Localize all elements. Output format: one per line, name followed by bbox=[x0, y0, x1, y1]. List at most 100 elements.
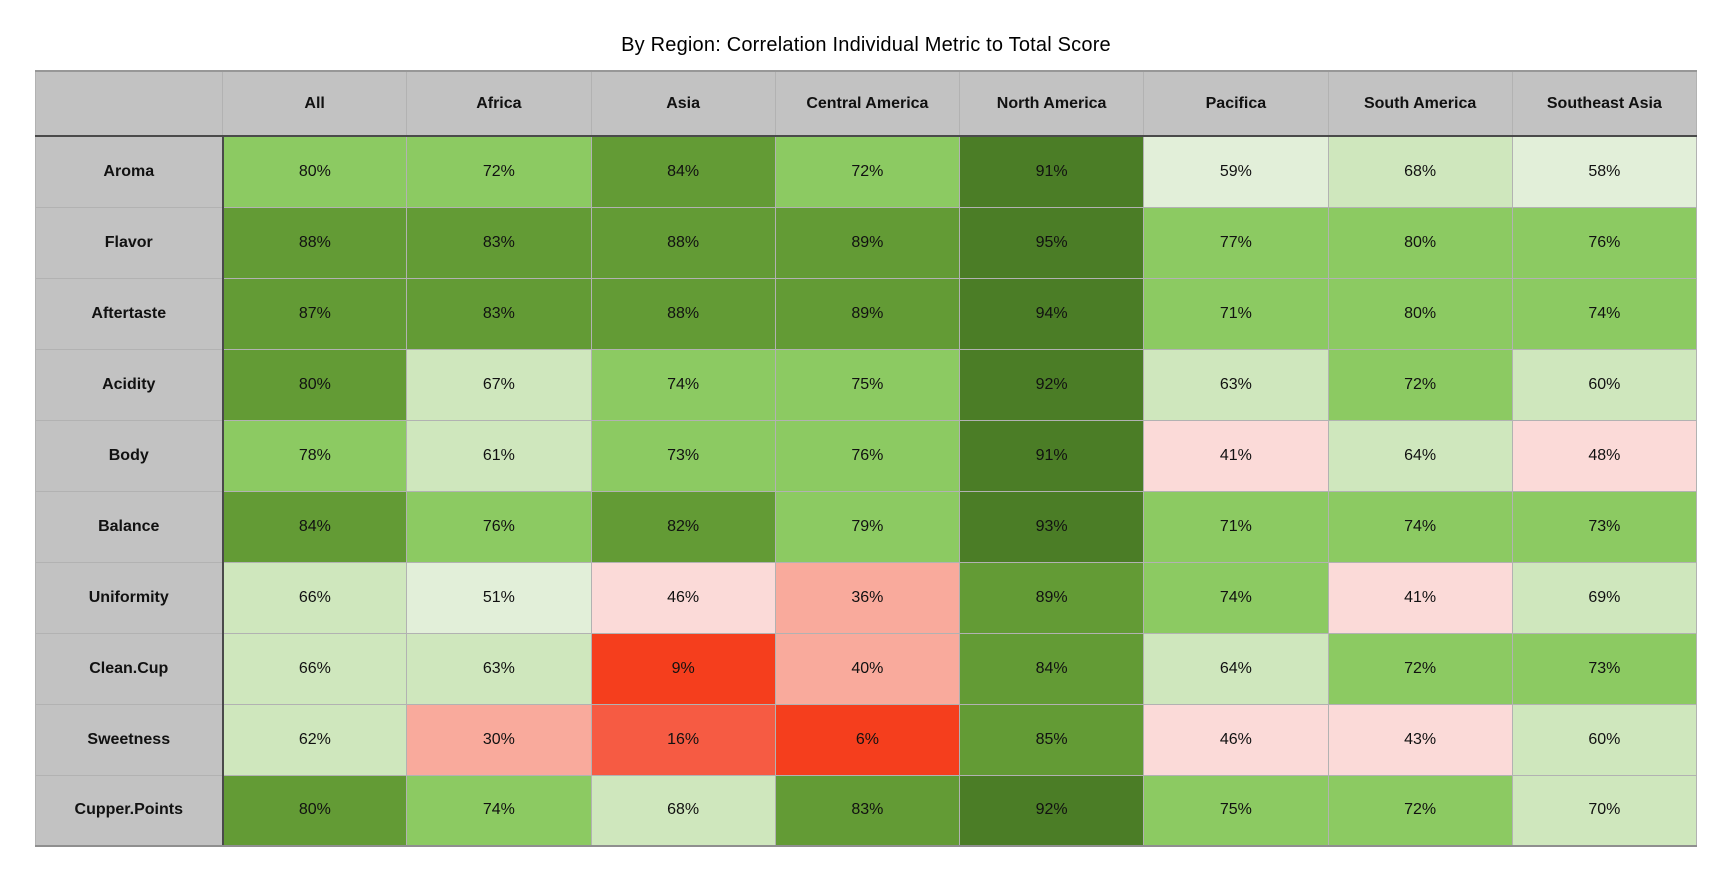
heatmap-cell: 87% bbox=[221, 277, 408, 350]
table-row: Sweetness 62% 30% 16% 6% 85% 46% 43% 60% bbox=[35, 703, 1698, 776]
table-row: Flavor 88% 83% 88% 89% 95% 77% 80% 76% bbox=[35, 206, 1698, 279]
heatmap-cell: 48% bbox=[1511, 419, 1698, 492]
heatmap-cell: 72% bbox=[406, 135, 592, 208]
row-label: Aroma bbox=[35, 135, 224, 208]
heatmap-cell: 88% bbox=[590, 277, 776, 350]
table-row: Balance 84% 76% 82% 79% 93% 71% 74% 73% bbox=[35, 490, 1698, 563]
heatmap-cell: 6% bbox=[774, 703, 961, 776]
heatmap-cell: 46% bbox=[1143, 703, 1329, 776]
table-row: Clean.Cup 66% 63% 9% 40% 84% 64% 72% 73% bbox=[35, 632, 1698, 705]
heatmap-cell: 60% bbox=[1511, 703, 1698, 776]
column-header: North America bbox=[958, 70, 1145, 137]
heatmap-cell: 85% bbox=[958, 703, 1145, 776]
heatmap-cell: 82% bbox=[590, 490, 776, 563]
heatmap-cell: 71% bbox=[1143, 490, 1329, 563]
heatmap-cell: 40% bbox=[774, 632, 961, 705]
heatmap-cell: 75% bbox=[774, 348, 961, 421]
heatmap-cell: 77% bbox=[1143, 206, 1329, 279]
row-label: Uniformity bbox=[35, 561, 224, 634]
table-row: Aroma 80% 72% 84% 72% 91% 59% 68% 58% bbox=[35, 135, 1698, 208]
heatmap-cell: 79% bbox=[774, 490, 961, 563]
heatmap-cell: 89% bbox=[774, 206, 961, 279]
heatmap-cell: 66% bbox=[221, 561, 408, 634]
heatmap-cell: 66% bbox=[221, 632, 408, 705]
heatmap-cell: 76% bbox=[774, 419, 961, 492]
heatmap-cell: 88% bbox=[590, 206, 776, 279]
heatmap-cell: 94% bbox=[958, 277, 1145, 350]
table-header: All Africa Asia Central America North Americ… bbox=[35, 70, 1698, 137]
heatmap-cell: 74% bbox=[406, 774, 592, 847]
heatmap-cell: 9% bbox=[590, 632, 776, 705]
heatmap-cell: 69% bbox=[1511, 561, 1698, 634]
heatmap-cell: 36% bbox=[774, 561, 961, 634]
column-header: Pacifica bbox=[1143, 70, 1329, 137]
column-header: All bbox=[221, 70, 408, 137]
heatmap-cell: 72% bbox=[774, 135, 961, 208]
header-row: All Africa Asia Central America North Americ… bbox=[35, 70, 1698, 137]
heatmap-cell: 84% bbox=[590, 135, 776, 208]
heatmap-cell: 74% bbox=[590, 348, 776, 421]
heatmap-cell: 63% bbox=[406, 632, 592, 705]
heatmap-cell: 30% bbox=[406, 703, 592, 776]
table-row: Uniformity 66% 51% 46% 36% 89% 74% 41% 69% bbox=[35, 561, 1698, 634]
heatmap-cell: 75% bbox=[1143, 774, 1329, 847]
heatmap-cell: 83% bbox=[406, 277, 592, 350]
heatmap-cell: 46% bbox=[590, 561, 776, 634]
heatmap-cell: 64% bbox=[1327, 419, 1513, 492]
heatmap-cell: 83% bbox=[774, 774, 961, 847]
heatmap-cell: 61% bbox=[406, 419, 592, 492]
heatmap-cell: 80% bbox=[1327, 277, 1513, 350]
column-header: Southeast Asia bbox=[1511, 70, 1698, 137]
heatmap-cell: 78% bbox=[221, 419, 408, 492]
heatmap-cell: 73% bbox=[590, 419, 776, 492]
column-header: Central America bbox=[774, 70, 961, 137]
table-row: Cupper.Points 80% 74% 68% 83% 92% 75% 72% 70% bbox=[35, 774, 1698, 847]
heatmap-cell: 41% bbox=[1143, 419, 1329, 492]
heatmap-cell: 62% bbox=[221, 703, 408, 776]
heatmap-cell: 74% bbox=[1511, 277, 1698, 350]
heatmap-cell: 74% bbox=[1143, 561, 1329, 634]
heatmap-cell: 59% bbox=[1143, 135, 1329, 208]
heatmap-cell: 76% bbox=[1511, 206, 1698, 279]
heatmap-cell: 72% bbox=[1327, 348, 1513, 421]
heatmap-cell: 68% bbox=[590, 774, 776, 847]
heatmap-cell: 16% bbox=[590, 703, 776, 776]
heatmap-cell: 70% bbox=[1511, 774, 1698, 847]
heatmap-cell: 84% bbox=[958, 632, 1145, 705]
heatmap-cell: 51% bbox=[406, 561, 592, 634]
heatmap-cell: 80% bbox=[221, 774, 408, 847]
row-label: Balance bbox=[35, 490, 224, 563]
heatmap-cell: 92% bbox=[958, 348, 1145, 421]
heatmap-cell: 89% bbox=[774, 277, 961, 350]
heatmap-cell: 41% bbox=[1327, 561, 1513, 634]
column-header: Asia bbox=[590, 70, 776, 137]
correlation-heatmap-table: All Africa Asia Central America North Americ… bbox=[35, 70, 1698, 847]
heatmap-cell: 91% bbox=[958, 419, 1145, 492]
table-row: Acidity 80% 67% 74% 75% 92% 63% 72% 60% bbox=[35, 348, 1698, 421]
heatmap-cell: 91% bbox=[958, 135, 1145, 208]
heatmap-cell: 72% bbox=[1327, 632, 1513, 705]
heatmap-cell: 84% bbox=[221, 490, 408, 563]
heatmap-cell: 73% bbox=[1511, 490, 1698, 563]
heatmap-cell: 93% bbox=[958, 490, 1145, 563]
corner-cell bbox=[35, 70, 223, 137]
heatmap-cell: 80% bbox=[221, 348, 408, 421]
chart-title: By Region: Correlation Individual Metric… bbox=[621, 34, 1111, 56]
row-label: Sweetness bbox=[35, 703, 224, 776]
heatmap-cell: 72% bbox=[1327, 774, 1513, 847]
heatmap-cell: 89% bbox=[958, 561, 1145, 634]
table-row: Aftertaste 87% 83% 88% 89% 94% 71% 80% 74% bbox=[35, 277, 1698, 350]
row-label: Acidity bbox=[35, 348, 224, 421]
row-label: Clean.Cup bbox=[35, 632, 224, 705]
row-label: Body bbox=[35, 419, 224, 492]
heatmap-cell: 74% bbox=[1327, 490, 1513, 563]
heatmap-cell: 83% bbox=[406, 206, 592, 279]
row-label: Flavor bbox=[35, 206, 224, 279]
heatmap-cell: 92% bbox=[958, 774, 1145, 847]
table-body: Aroma 80% 72% 84% 72% 91% 59% 68% 58% Flavor 88% 83… bbox=[35, 135, 1698, 847]
row-label: Cupper.Points bbox=[35, 774, 224, 847]
heatmap-cell: 88% bbox=[221, 206, 408, 279]
heatmap-cell: 67% bbox=[406, 348, 592, 421]
heatmap-cell: 43% bbox=[1327, 703, 1513, 776]
